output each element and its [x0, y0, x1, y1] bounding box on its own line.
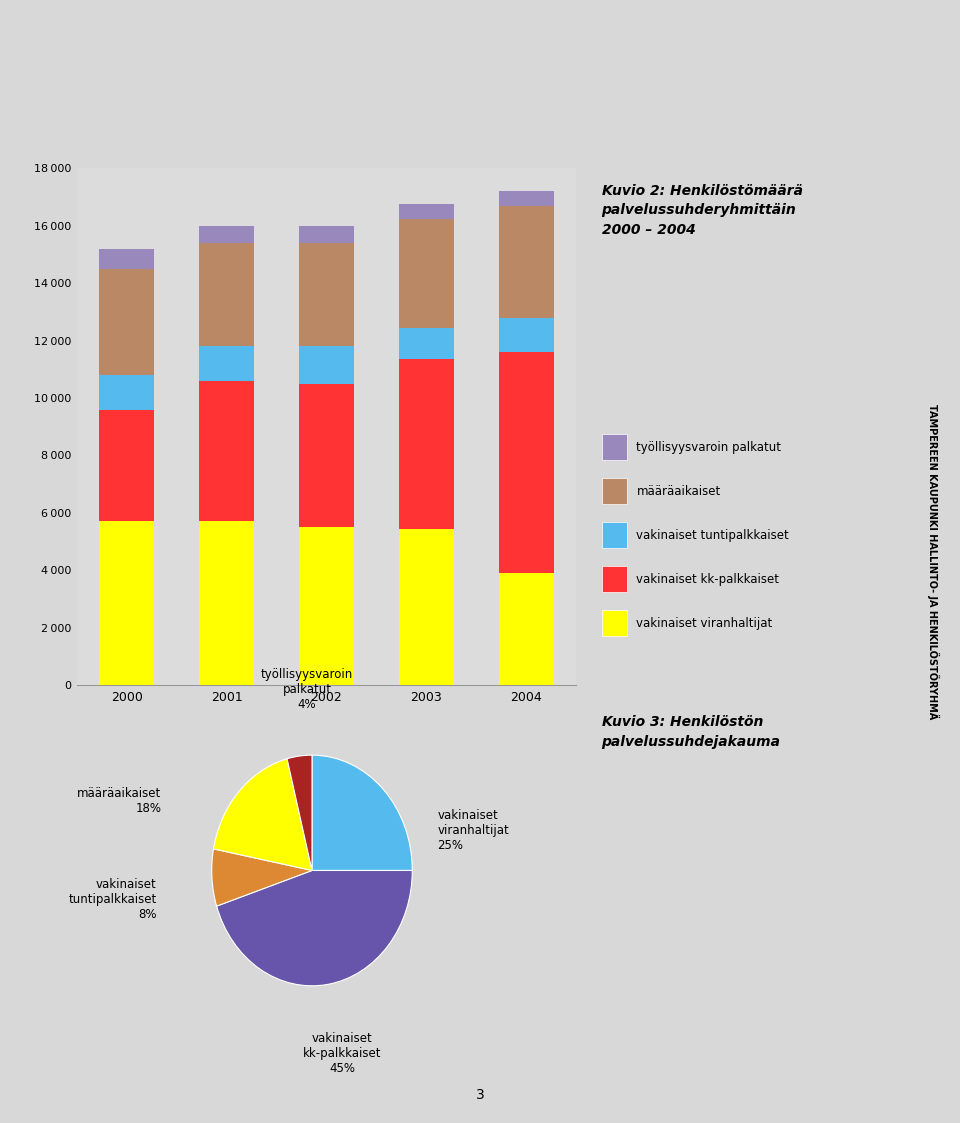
Text: työllisyysvaroin palkatut: työllisyysvaroin palkatut: [636, 441, 781, 454]
Bar: [602, 478, 627, 504]
Bar: [199, 243, 254, 346]
Bar: [498, 573, 554, 685]
Bar: [299, 384, 354, 527]
Bar: [99, 521, 155, 685]
Bar: [398, 529, 454, 685]
Bar: [602, 435, 627, 460]
Bar: [199, 381, 254, 521]
Bar: [398, 219, 454, 328]
Wedge shape: [217, 870, 412, 986]
Bar: [602, 566, 627, 592]
Text: vakinaiset kk-palkkaiset: vakinaiset kk-palkkaiset: [636, 573, 780, 585]
Text: vakinaiset
kk-palkkaiset
45%: vakinaiset kk-palkkaiset 45%: [302, 1032, 381, 1075]
Text: työllisyysvaroin
palkatut
4%: työllisyysvaroin palkatut 4%: [261, 668, 353, 711]
Bar: [299, 527, 354, 685]
Wedge shape: [213, 759, 312, 870]
Bar: [398, 328, 454, 359]
Bar: [602, 522, 627, 548]
Bar: [99, 375, 155, 410]
Text: Kuvio 2: Henkilöstömäärä
palvelussuhderyhmittäin
2000 – 2004: Kuvio 2: Henkilöstömäärä palvelussuhdery…: [602, 184, 803, 237]
Text: vakinaiset
tuntipalkkaiset
8%: vakinaiset tuntipalkkaiset 8%: [68, 878, 156, 921]
Bar: [498, 191, 554, 206]
Wedge shape: [312, 755, 412, 870]
Bar: [99, 249, 155, 268]
Bar: [299, 346, 354, 384]
Bar: [199, 346, 254, 381]
Wedge shape: [212, 849, 312, 906]
Bar: [398, 204, 454, 219]
Bar: [99, 268, 155, 375]
Text: vakinaiset viranhaltijat: vakinaiset viranhaltijat: [636, 617, 773, 630]
Bar: [299, 243, 354, 346]
Bar: [498, 318, 554, 353]
Text: vakinaiset
viranhaltijat
25%: vakinaiset viranhaltijat 25%: [438, 809, 509, 851]
Bar: [199, 521, 254, 685]
Text: määräaikaiset: määräaikaiset: [636, 485, 721, 497]
Bar: [99, 410, 155, 521]
Bar: [299, 226, 354, 243]
Text: määräaikaiset
18%: määräaikaiset 18%: [78, 787, 161, 815]
Text: vakinaiset tuntipalkkaiset: vakinaiset tuntipalkkaiset: [636, 529, 789, 541]
Wedge shape: [287, 755, 312, 870]
Text: TAMPEREEN KAUPUNKI HALLINTO- JA HENKILÖSTÖRYHMÄ: TAMPEREEN KAUPUNKI HALLINTO- JA HENKILÖS…: [927, 404, 939, 719]
Text: Kuvio 3: Henkilöstön
palvelussuhdejakauma: Kuvio 3: Henkilöstön palvelussuhdejakaum…: [602, 715, 780, 749]
Text: 3: 3: [475, 1088, 485, 1102]
Bar: [398, 359, 454, 529]
Bar: [199, 226, 254, 243]
Bar: [602, 610, 627, 636]
Bar: [498, 206, 554, 318]
Bar: [498, 353, 554, 573]
